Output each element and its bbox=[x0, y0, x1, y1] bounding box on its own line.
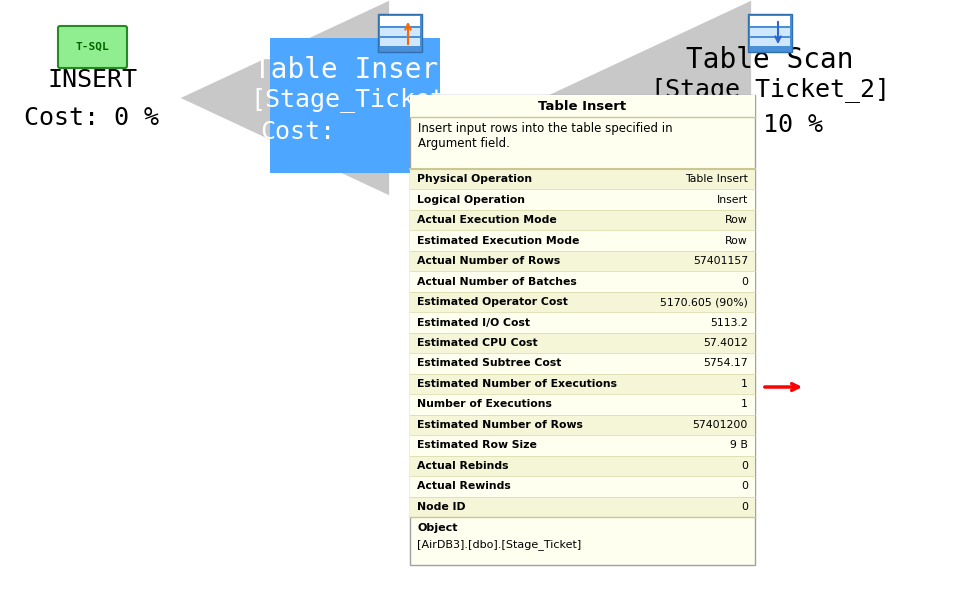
FancyBboxPatch shape bbox=[58, 26, 127, 68]
Text: Actual Rewinds: Actual Rewinds bbox=[417, 481, 511, 491]
Bar bbox=[410, 333, 755, 353]
Bar bbox=[748, 14, 792, 52]
Text: Insert: Insert bbox=[717, 195, 748, 205]
Bar bbox=[410, 251, 755, 271]
Text: Physical Operation: Physical Operation bbox=[417, 174, 532, 184]
Text: Row: Row bbox=[725, 235, 748, 246]
Text: Number of Executions: Number of Executions bbox=[417, 400, 552, 409]
Text: 57401157: 57401157 bbox=[693, 256, 748, 266]
Text: 0: 0 bbox=[741, 481, 748, 491]
Text: [Stage_Ticket_2]: [Stage_Ticket_2] bbox=[650, 77, 890, 102]
Bar bbox=[270, 38, 440, 173]
Bar bbox=[410, 169, 755, 189]
Text: 9 B: 9 B bbox=[730, 440, 748, 450]
Text: 57401200: 57401200 bbox=[692, 420, 748, 430]
Text: Table Scan: Table Scan bbox=[686, 46, 854, 74]
Bar bbox=[410, 189, 755, 210]
Bar bbox=[410, 231, 755, 251]
Text: Estimated Row Size: Estimated Row Size bbox=[417, 440, 537, 450]
Text: 0: 0 bbox=[741, 502, 748, 512]
Text: Cost:: Cost: bbox=[260, 120, 335, 144]
Text: Actual Rebinds: Actual Rebinds bbox=[417, 461, 509, 471]
Text: 57.4012: 57.4012 bbox=[703, 338, 748, 348]
Text: [AirDB3].[dbo].[Stage_Ticket]: [AirDB3].[dbo].[Stage_Ticket] bbox=[417, 539, 581, 550]
Bar bbox=[410, 374, 755, 394]
Text: Actual Number of Batches: Actual Number of Batches bbox=[417, 277, 577, 286]
Bar bbox=[750, 28, 790, 36]
Text: Object: Object bbox=[417, 523, 457, 533]
Bar bbox=[410, 292, 755, 312]
Bar bbox=[750, 38, 790, 46]
Text: Estimated CPU Cost: Estimated CPU Cost bbox=[417, 338, 537, 348]
Text: Insert input rows into the table specified in
Argument field.: Insert input rows into the table specifi… bbox=[418, 122, 673, 150]
Text: Node ID: Node ID bbox=[417, 502, 466, 512]
Bar bbox=[410, 415, 755, 435]
Text: 0: 0 bbox=[741, 277, 748, 286]
Bar bbox=[410, 394, 755, 415]
Bar bbox=[410, 95, 755, 565]
Text: Estimated Number of Rows: Estimated Number of Rows bbox=[417, 420, 583, 430]
Text: 5754.17: 5754.17 bbox=[703, 358, 748, 368]
Bar bbox=[410, 497, 755, 517]
Text: Estimated I/O Cost: Estimated I/O Cost bbox=[417, 317, 530, 328]
Text: 1: 1 bbox=[741, 379, 748, 389]
Text: 1: 1 bbox=[741, 400, 748, 409]
Text: Actual Execution Mode: Actual Execution Mode bbox=[417, 215, 557, 225]
Bar bbox=[410, 353, 755, 374]
Text: Table Insert: Table Insert bbox=[538, 99, 627, 113]
Text: 0: 0 bbox=[741, 461, 748, 471]
Bar bbox=[410, 95, 755, 117]
Bar bbox=[410, 210, 755, 231]
Text: Logical Operation: Logical Operation bbox=[417, 195, 525, 205]
Bar bbox=[410, 456, 755, 476]
Bar bbox=[380, 38, 420, 46]
Bar bbox=[380, 16, 420, 26]
Bar bbox=[378, 14, 422, 52]
Text: Table Insert: Table Insert bbox=[685, 174, 748, 184]
Text: Estimated Number of Executions: Estimated Number of Executions bbox=[417, 379, 617, 389]
Bar bbox=[410, 312, 755, 333]
Text: Estimated Execution Mode: Estimated Execution Mode bbox=[417, 235, 579, 246]
Text: INSERT: INSERT bbox=[47, 68, 137, 92]
Text: [Stage_Ticket]: [Stage_Ticket] bbox=[250, 87, 460, 113]
Text: Table Insert: Table Insert bbox=[254, 56, 455, 84]
Text: Actual Number of Rows: Actual Number of Rows bbox=[417, 256, 561, 266]
Text: T-SQL: T-SQL bbox=[76, 42, 109, 52]
Bar bbox=[410, 476, 755, 497]
Bar bbox=[380, 28, 420, 36]
Text: Estimated Operator Cost: Estimated Operator Cost bbox=[417, 297, 567, 307]
Text: 5170.605 (90%): 5170.605 (90%) bbox=[660, 297, 748, 307]
Bar bbox=[410, 435, 755, 456]
Text: 5113.2: 5113.2 bbox=[710, 317, 748, 328]
Text: Row: Row bbox=[725, 215, 748, 225]
Text: t: 10 %: t: 10 % bbox=[718, 113, 823, 137]
Text: Estimated Subtree Cost: Estimated Subtree Cost bbox=[417, 358, 562, 368]
Text: Cost: 0 %: Cost: 0 % bbox=[24, 106, 160, 130]
Bar bbox=[750, 16, 790, 26]
Bar bbox=[410, 271, 755, 292]
